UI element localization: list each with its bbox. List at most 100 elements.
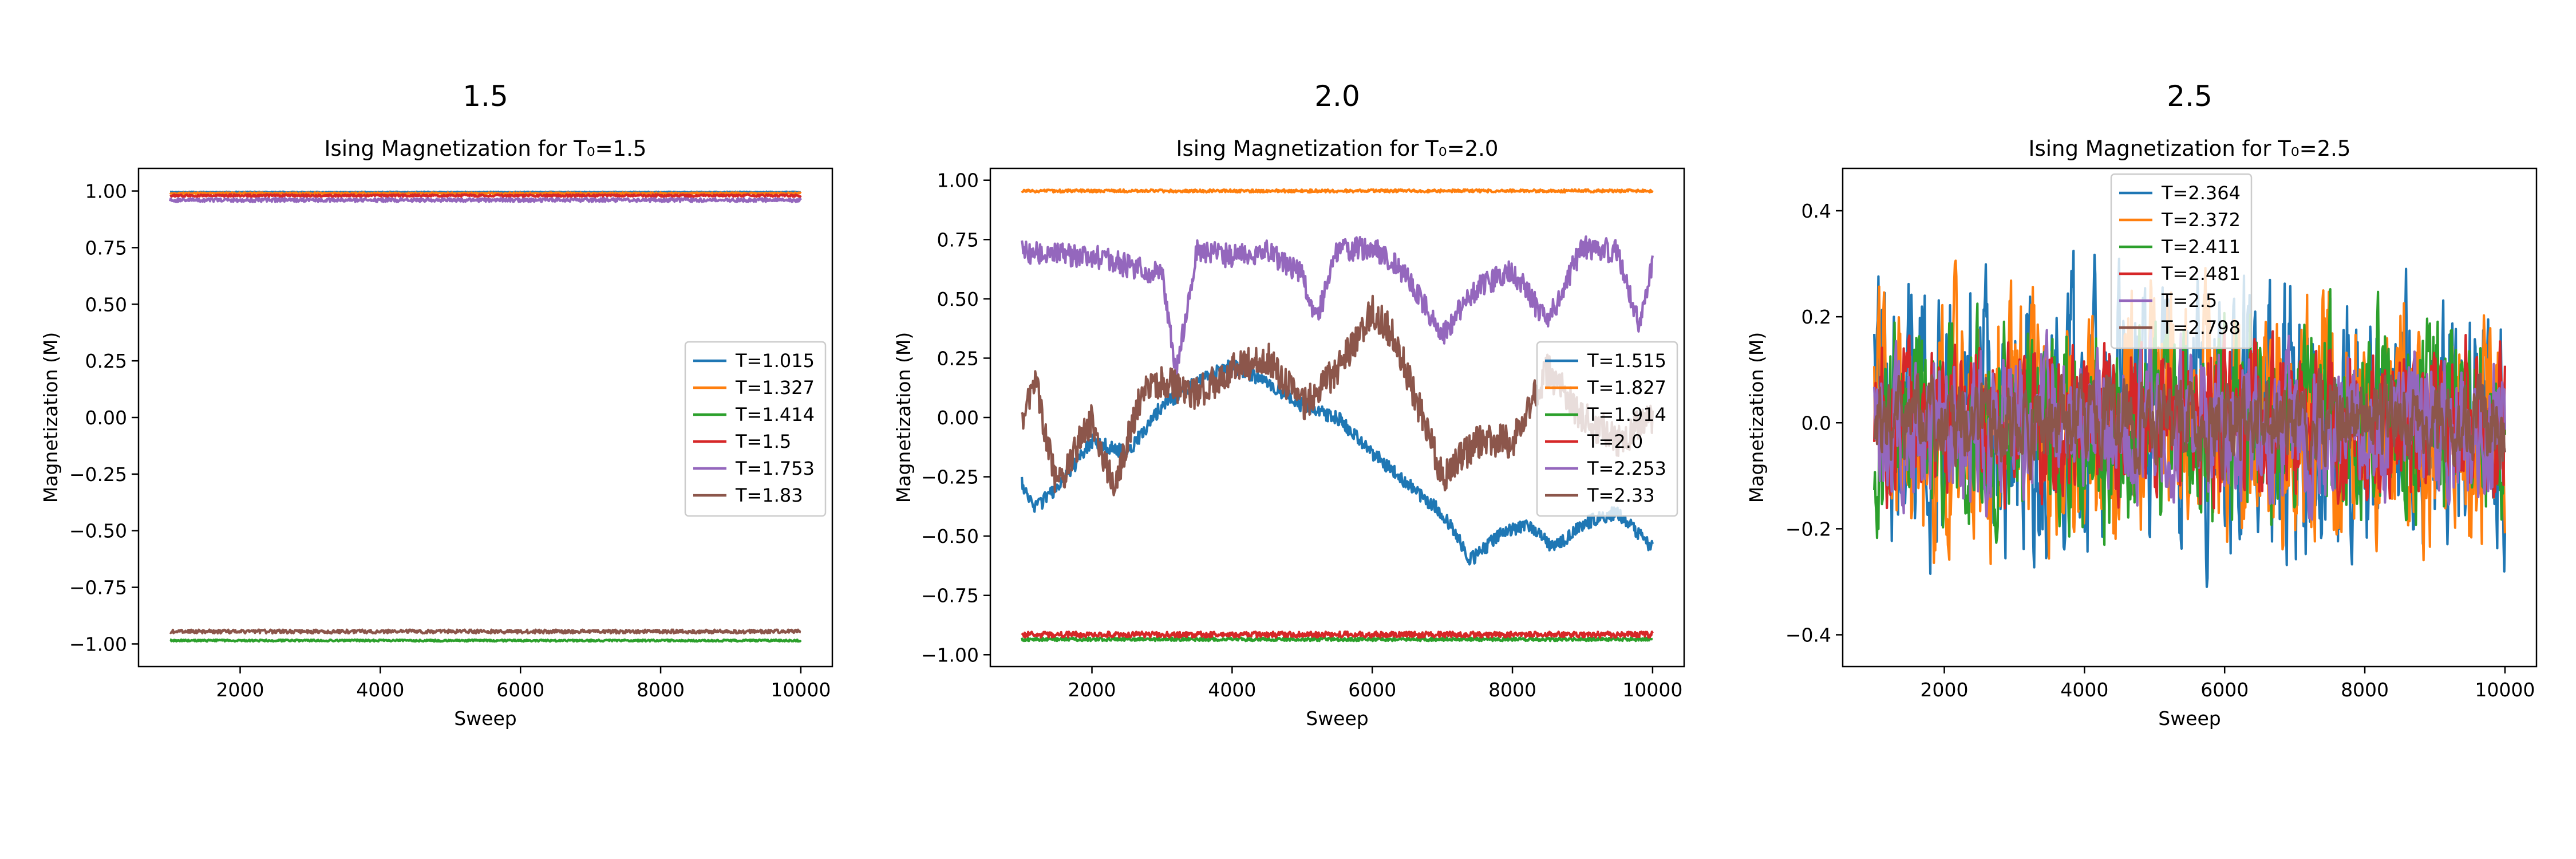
y-tick-label: −0.50 [921,525,979,547]
legend-label: T=2.33 [1587,484,1655,506]
x-tick-label: 6000 [496,679,544,701]
series-line-T=1.5 [169,193,802,198]
y-tick-label: 0.00 [937,407,979,429]
y-axis-label: Magnetization (M) [39,332,62,503]
legend-item: T=2.372 [2119,209,2241,231]
x-tick-label: 8000 [1488,679,1536,701]
series-line-T=2.253 [1021,235,1654,377]
legend-item: T=2.5 [2119,290,2217,312]
chart-title: Ising Magnetization for T₀=2.0 [1176,136,1499,161]
y-tick-label: −0.25 [921,466,979,488]
legend-label: T=2.481 [2161,263,2241,285]
legend-label: T=2.5 [2161,290,2217,312]
y-axis-label: Magnetization (M) [892,332,915,503]
chart-title: Ising Magnetization for T₀=2.5 [2029,136,2351,161]
legend-label: T=1.414 [735,404,815,425]
series-line-T=1.327 [169,191,802,195]
legend-label: T=2.372 [2161,209,2241,231]
panel-suptitle: 1.5 [463,80,508,113]
legend-label: T=2.798 [2161,317,2241,338]
legend-item: T=1.5 [693,431,791,452]
chart-panel-2: 2.0 Ising Magnetization for T₀=2.0 2000 400… [892,80,1685,730]
legend-item: T=1.827 [1545,377,1666,399]
x-tick-label: 2000 [216,679,264,701]
x-axis-label: Sweep [1306,707,1369,730]
legend-label: T=1.5 [735,431,791,452]
y-axis-label: Magnetization (M) [1745,332,1768,503]
legend-item: T=1.015 [693,350,815,372]
legend-label: T=1.914 [1587,404,1666,425]
y-tick-label: 0.2 [1801,306,1831,328]
x-tick-label: 6000 [2200,679,2249,701]
legend-item: T=1.753 [693,458,815,479]
legend-box [1536,341,1678,517]
x-tick-label: 10000 [1622,679,1682,701]
x-tick-label: 4000 [1208,679,1256,701]
legend-item: T=2.481 [2119,263,2241,285]
legend-label: T=2.411 [2161,236,2241,258]
y-tick-label: −0.4 [1785,624,1831,646]
legend-item: T=1.515 [1545,350,1666,372]
legend: T=1.015 T=1.327 T=1.414 T=1.5 T=1.753 T=1.83 [684,341,827,517]
x-tick-label: 4000 [356,679,404,701]
legend-item: T=2.0 [1545,431,1643,452]
x-tick-label: 8000 [637,679,685,701]
series-layer [169,190,802,643]
legend-label: T=1.83 [735,484,803,506]
legend: T=1.515 T=1.827 T=1.914 T=2.0 T=2.253 T=2.33 [1536,341,1678,517]
legend-item: T=1.914 [1545,404,1666,425]
y-tick-label: 1.00 [85,180,127,203]
y-tick-label: −0.25 [69,463,127,486]
series-line-T=1.914 [1021,636,1653,643]
x-tick-label: 8000 [2341,679,2389,701]
x-tick-label: 6000 [1348,679,1396,701]
x-axis-label: Sweep [2158,707,2221,730]
legend-label: T=1.515 [1587,350,1666,372]
y-tick-label: 0.25 [937,347,979,369]
legend-label: T=1.015 [735,350,815,372]
legend-item: T=2.798 [2119,317,2241,338]
series-line-T=1.753 [169,197,802,203]
chart-panel-3: 2.5 Ising Magnetization for T₀=2.5 2000 400… [1745,80,2538,730]
x-tick-label: 2000 [1068,679,1116,701]
y-tick-label: 0.75 [937,228,979,251]
series-line-T=2.0 [1021,630,1654,639]
y-tick-label: −0.2 [1785,518,1831,540]
series-line-T=2.798 [1873,368,2506,483]
legend-item: T=2.364 [2119,182,2241,204]
series-line-T=1.83 [169,628,801,635]
y-tick-label: 0.50 [937,288,979,310]
legend: T=2.364 T=2.372 T=2.411 T=2.481 T=2.5 T=2.798 [2110,173,2253,349]
chart-title: Ising Magnetization for T₀=1.5 [325,136,647,161]
y-tick-label: −0.50 [69,520,127,542]
panel-suptitle: 2.0 [1314,80,1360,113]
y-tick-label: 0.25 [85,350,127,372]
legend-item: T=2.253 [1545,458,1666,479]
y-tick-label: 0.00 [85,407,127,429]
x-tick-label: 10000 [2475,679,2535,701]
series-line-T=1.414 [169,638,802,643]
legend-box [684,341,827,517]
x-tick-label: 10000 [771,679,831,701]
y-tick-label: −0.75 [69,577,127,599]
x-tick-label: 2000 [1921,679,1969,701]
legend-label: T=1.753 [735,458,815,479]
y-tick-label: 0.0 [1801,412,1831,434]
x-axis-label: Sweep [454,707,517,730]
legend-item: T=2.33 [1545,484,1655,506]
legend-item: T=1.414 [693,404,815,425]
legend-box [2110,173,2253,349]
y-tick-label: −0.75 [921,585,979,607]
y-tick-label: 0.75 [85,237,127,259]
legend-label: T=1.827 [1587,377,1666,399]
y-tick-label: 0.50 [85,293,127,316]
legend-label: T=2.364 [2161,182,2241,204]
panel-suptitle: 2.5 [2167,80,2212,113]
legend-item: T=1.327 [693,377,815,399]
chart-panel-1: 1.5 Ising Magnetization for T₀=1.5 2000 400… [39,80,833,730]
legend-label: T=2.253 [1587,458,1666,479]
series-layer [1873,250,2506,588]
series-line-T=1.827 [1021,188,1654,194]
y-tick-label: 1.00 [937,170,979,192]
